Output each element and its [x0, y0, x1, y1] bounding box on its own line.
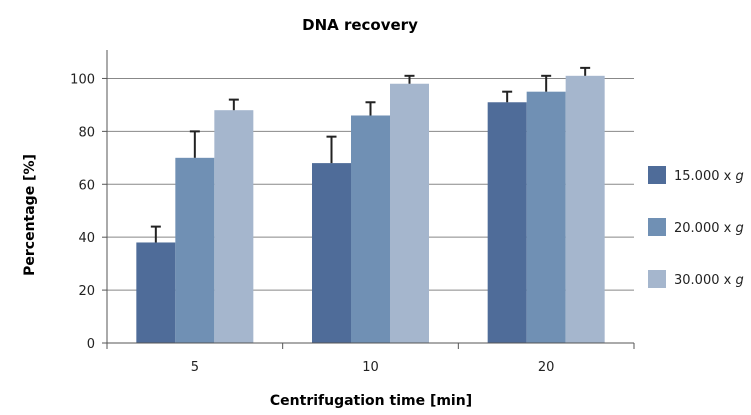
- legend-label-unit: g: [735, 221, 743, 236]
- y-axis-ticks: 0 20 40 60 80 100: [70, 72, 95, 352]
- legend-label-unit: g: [735, 273, 743, 288]
- bar: [214, 110, 254, 343]
- axes: [102, 50, 635, 349]
- y-tick-label: 40: [78, 231, 95, 246]
- x-tick-label: 5: [191, 360, 199, 375]
- x-axis-label: Centrifugation time [min]: [270, 393, 472, 409]
- legend-swatch: [648, 166, 666, 184]
- x-axis-ticks: 5 10 20: [191, 360, 555, 375]
- error-bars: [150, 66, 591, 243]
- y-tick-label: 60: [78, 178, 95, 193]
- y-tick-label: 80: [78, 125, 95, 140]
- bar: [526, 91, 566, 343]
- bar: [312, 163, 351, 343]
- bar: [351, 115, 390, 343]
- legend-label: 30.000 x g: [674, 273, 744, 288]
- bar: [390, 83, 429, 343]
- y-tick-label: 100: [70, 72, 95, 87]
- y-tick-label: 20: [78, 284, 95, 299]
- legend-label-unit: g: [735, 169, 743, 184]
- x-tick-label: 20: [538, 360, 555, 375]
- legend-label: 20.000 x g: [674, 221, 744, 236]
- bar: [565, 75, 605, 344]
- legend-swatch: [648, 218, 666, 236]
- x-tick-label: 10: [362, 360, 379, 375]
- bar: [487, 102, 527, 343]
- legend-label-text: 20.000 x: [674, 221, 735, 236]
- legend-label: 15.000 x g: [674, 169, 744, 184]
- y-tick-label: 0: [87, 337, 95, 352]
- chart-title: DNA recovery: [302, 16, 418, 34]
- bars: [136, 75, 605, 344]
- bar: [136, 242, 176, 343]
- legend-label-text: 30.000 x: [674, 273, 735, 288]
- bar: [175, 157, 215, 343]
- legend-label-text: 15.000 x: [674, 169, 735, 184]
- legend-swatch: [648, 270, 666, 288]
- y-axis-label: Percentage [%]: [22, 154, 38, 276]
- legend: 15.000 x g20.000 x g30.000 x g: [648, 166, 744, 288]
